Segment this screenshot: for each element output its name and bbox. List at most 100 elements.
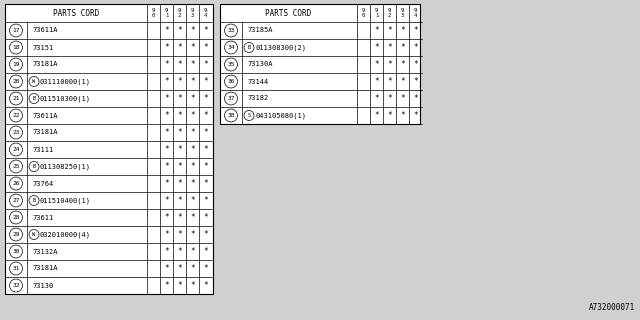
Text: 73764: 73764 <box>33 180 54 187</box>
Text: *: * <box>190 26 195 35</box>
Text: 73181A: 73181A <box>33 266 58 271</box>
Text: 25: 25 <box>12 164 20 169</box>
Text: *: * <box>164 77 169 86</box>
Text: *: * <box>203 213 208 222</box>
Bar <box>220 4 420 124</box>
Text: *: * <box>190 213 195 222</box>
Text: *: * <box>203 264 208 273</box>
Text: 73611A: 73611A <box>33 28 58 34</box>
Text: *: * <box>177 128 182 137</box>
Text: 29: 29 <box>12 232 20 237</box>
Text: *: * <box>374 60 379 69</box>
Text: *: * <box>413 94 418 103</box>
Text: 9
2: 9 2 <box>388 8 391 18</box>
Text: *: * <box>164 247 169 256</box>
Text: 30: 30 <box>12 249 20 254</box>
Text: *: * <box>203 230 208 239</box>
Text: *: * <box>190 247 195 256</box>
Text: *: * <box>190 179 195 188</box>
Text: *: * <box>164 145 169 154</box>
Text: *: * <box>387 60 392 69</box>
Text: 9
4: 9 4 <box>414 8 417 18</box>
Text: *: * <box>190 111 195 120</box>
Text: 18: 18 <box>12 45 20 50</box>
Text: 37: 37 <box>227 96 235 101</box>
Text: *: * <box>374 94 379 103</box>
Text: *: * <box>164 26 169 35</box>
Text: *: * <box>190 230 195 239</box>
Text: B: B <box>248 45 251 50</box>
Text: W: W <box>33 232 36 237</box>
Text: *: * <box>400 94 405 103</box>
Text: 9
0: 9 0 <box>152 8 155 18</box>
Bar <box>5 4 213 294</box>
Text: *: * <box>177 281 182 290</box>
Text: *: * <box>387 77 392 86</box>
Text: 9
1: 9 1 <box>375 8 378 18</box>
Text: 38: 38 <box>227 113 235 118</box>
Text: PARTS CORD: PARTS CORD <box>53 9 99 18</box>
Text: 20: 20 <box>12 79 20 84</box>
Text: *: * <box>190 162 195 171</box>
Text: *: * <box>400 43 405 52</box>
Text: *: * <box>387 94 392 103</box>
Text: *: * <box>203 26 208 35</box>
Text: *: * <box>190 94 195 103</box>
Text: *: * <box>400 60 405 69</box>
Text: *: * <box>164 128 169 137</box>
Text: *: * <box>374 77 379 86</box>
Text: *: * <box>177 230 182 239</box>
Text: A732000071: A732000071 <box>589 303 635 312</box>
Text: 32: 32 <box>12 283 20 288</box>
Text: *: * <box>164 111 169 120</box>
Text: *: * <box>203 247 208 256</box>
Text: 011510300(1): 011510300(1) <box>40 95 91 102</box>
Text: 31: 31 <box>12 266 20 271</box>
Text: *: * <box>177 162 182 171</box>
Text: 73130: 73130 <box>33 283 54 289</box>
Text: *: * <box>177 247 182 256</box>
Text: *: * <box>190 43 195 52</box>
Text: *: * <box>177 213 182 222</box>
Text: 011308300(2): 011308300(2) <box>255 44 306 51</box>
Text: 34: 34 <box>227 45 235 50</box>
Text: 9
3: 9 3 <box>191 8 194 18</box>
Text: 9
4: 9 4 <box>204 8 207 18</box>
Text: *: * <box>203 60 208 69</box>
Text: *: * <box>413 60 418 69</box>
Text: *: * <box>387 43 392 52</box>
Text: *: * <box>203 162 208 171</box>
Text: 73182: 73182 <box>248 95 269 101</box>
Text: *: * <box>190 145 195 154</box>
Text: 73181A: 73181A <box>33 61 58 68</box>
Text: *: * <box>203 128 208 137</box>
Text: B: B <box>33 164 36 169</box>
Text: 73611: 73611 <box>33 214 54 220</box>
Text: *: * <box>177 43 182 52</box>
Text: PARTS CORD: PARTS CORD <box>266 9 312 18</box>
Text: 011510400(1): 011510400(1) <box>40 197 91 204</box>
Text: *: * <box>203 281 208 290</box>
Text: W: W <box>33 79 36 84</box>
Text: 031110000(1): 031110000(1) <box>40 78 91 85</box>
Text: 36: 36 <box>227 79 235 84</box>
Text: 24: 24 <box>12 147 20 152</box>
Text: *: * <box>177 60 182 69</box>
Text: *: * <box>177 26 182 35</box>
Text: *: * <box>190 60 195 69</box>
Text: *: * <box>164 94 169 103</box>
Text: 73185A: 73185A <box>248 28 273 34</box>
Text: *: * <box>164 196 169 205</box>
Text: 73111: 73111 <box>33 147 54 153</box>
Text: 043105080(1): 043105080(1) <box>255 112 306 119</box>
Text: 9
1: 9 1 <box>165 8 168 18</box>
Text: *: * <box>400 111 405 120</box>
Text: 35: 35 <box>227 62 235 67</box>
Text: *: * <box>400 77 405 86</box>
Text: S: S <box>248 113 251 118</box>
Text: 19: 19 <box>12 62 20 67</box>
Text: 22: 22 <box>12 113 20 118</box>
Text: 27: 27 <box>12 198 20 203</box>
Text: 21: 21 <box>12 96 20 101</box>
Text: 28: 28 <box>12 215 20 220</box>
